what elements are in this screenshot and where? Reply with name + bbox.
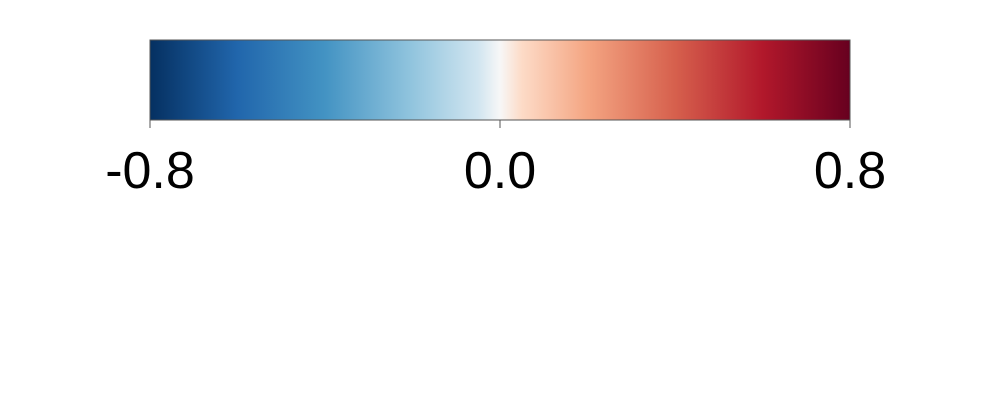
colorbar-gradient (150, 40, 850, 120)
tick-label: 0.0 (464, 142, 536, 200)
tick-label: -0.8 (105, 142, 195, 200)
tick-label: 0.8 (814, 142, 886, 200)
colorbar-ticks: -0.8 0.0 0.8 (105, 120, 886, 200)
